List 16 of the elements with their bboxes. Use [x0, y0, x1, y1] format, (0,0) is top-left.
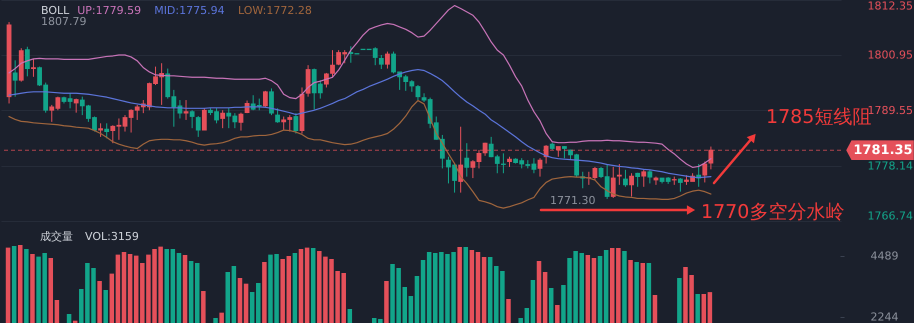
text: LOW:1772.28 [238, 4, 312, 17]
annotation: 1771.30 [550, 194, 596, 207]
y-tick-label: 1800.95 [868, 48, 913, 62]
y-tick-label: 1766.74 [868, 210, 913, 222]
y-tick-label: 1778.14 [868, 159, 913, 172]
y-tick-label: 4489 [870, 249, 898, 262]
series-label: VOL:3159 [85, 230, 139, 243]
annotation: 1770多空分水岭 [701, 201, 844, 223]
chart-title: BOLL [41, 4, 70, 17]
y-tick-label: 1812.35 [868, 0, 913, 12]
chart-title: 成交量 [40, 230, 73, 243]
text: UP:1779.59 [77, 4, 142, 17]
ref-line-label: 1781.35 [853, 143, 913, 158]
annotation: 1807.79 [41, 15, 86, 28]
y-tick-label: 2244 [870, 310, 898, 323]
text: MID:1775.94 [154, 4, 225, 17]
